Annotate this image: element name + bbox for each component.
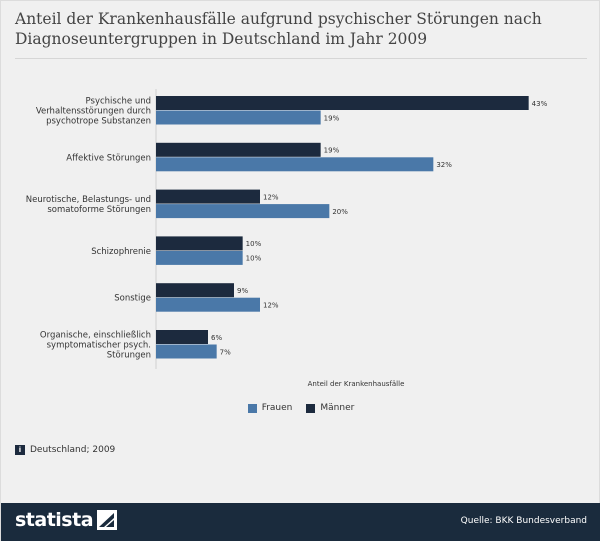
data-label-maenner: 12% — [263, 193, 279, 201]
bar-maenner — [156, 142, 321, 157]
chart-title: Anteil der Krankenhausfälle aufgrund psy… — [15, 10, 542, 48]
data-label-maenner: 19% — [324, 147, 340, 155]
data-label-frauen: 19% — [324, 114, 340, 122]
category-label: Sonstige — [114, 294, 151, 304]
chart-legend: Frauen Männer — [1, 403, 600, 413]
footnote: i Deutschland; 2009 — [15, 445, 115, 455]
footnote-text: Deutschland; 2009 — [30, 445, 116, 455]
legend-label-maenner: Männer — [320, 403, 355, 413]
bar-frauen — [156, 344, 217, 359]
category-label: psychotrope Substanzen — [46, 117, 151, 127]
data-label-frauen: 20% — [332, 208, 348, 216]
bar-frauen — [156, 110, 321, 125]
info-icon[interactable]: i — [15, 445, 25, 455]
category-label: Affektive Störungen — [66, 153, 151, 163]
data-label-maenner: 10% — [246, 240, 262, 248]
bar-maenner — [156, 283, 234, 298]
legend-item-frauen[interactable]: Frauen — [247, 403, 293, 413]
category-label: somatoforme Störungen — [47, 205, 151, 215]
data-label-frauen: 12% — [263, 301, 279, 309]
data-label-maenner: 43% — [532, 100, 548, 108]
data-label-frauen: 7% — [220, 348, 231, 356]
footer-bar: statista Quelle: BKK Bundesverband — [1, 503, 600, 541]
legend-swatch-frauen — [247, 403, 257, 413]
bar-maenner — [156, 330, 208, 344]
bar-frauen — [156, 250, 243, 265]
category-label: Störungen — [107, 351, 151, 361]
statista-logo[interactable]: statista — [15, 509, 118, 531]
title-divider — [15, 58, 587, 59]
bar-frauen — [156, 297, 260, 312]
legend-label-frauen: Frauen — [261, 403, 293, 413]
statista-logo-icon — [97, 510, 118, 530]
data-label-maenner: 6% — [211, 334, 222, 342]
category-label: Verhaltensstörungen durch — [36, 107, 151, 117]
category-label: Psychische und — [86, 97, 151, 107]
legend-item-maenner[interactable]: Männer — [306, 403, 354, 413]
category-label: Schizophrenie — [91, 247, 151, 257]
data-label-frauen: 32% — [436, 161, 452, 169]
bar-frauen — [156, 204, 330, 219]
data-label-maenner: 9% — [237, 287, 248, 295]
category-label: Neurotische, Belastungs- und — [26, 195, 151, 205]
bar-maenner — [156, 189, 260, 204]
bar-frauen — [156, 157, 434, 172]
x-axis-title: Anteil der Krankenhausfälle — [308, 380, 405, 388]
bar-maenner — [156, 236, 243, 251]
legend-swatch-maenner — [306, 403, 316, 413]
category-label: Organische, einschließlich — [40, 331, 151, 341]
category-label: symptomatischer psych. — [47, 341, 151, 351]
source-text: Quelle: BKK Bundesverband — [460, 516, 587, 526]
bar-maenner — [156, 96, 529, 110]
logo-text: statista — [15, 509, 94, 531]
data-label-frauen: 10% — [246, 255, 262, 263]
